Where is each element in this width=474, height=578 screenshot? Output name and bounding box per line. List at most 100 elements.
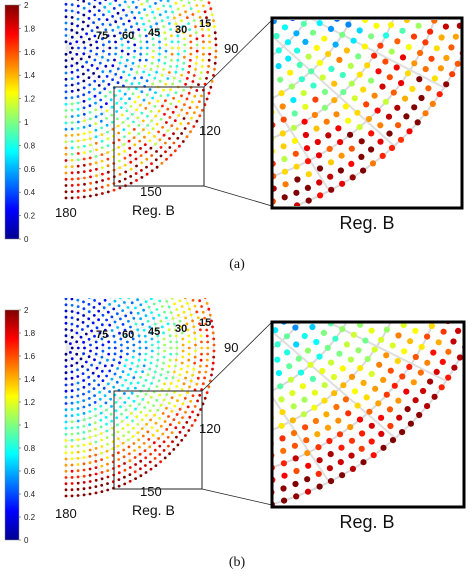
zoom-point xyxy=(293,190,299,196)
scatter-point xyxy=(107,191,110,194)
scatter-point xyxy=(206,71,209,74)
scatter-point xyxy=(206,391,209,394)
zoom-point xyxy=(409,86,415,92)
scatter-point xyxy=(65,165,68,168)
scatter-point xyxy=(128,147,131,150)
scatter-point xyxy=(65,103,68,106)
scatter-point xyxy=(133,442,136,445)
scatter-point xyxy=(65,353,68,356)
scatter-point xyxy=(83,347,86,350)
zoom-point xyxy=(264,349,270,355)
scatter-point xyxy=(105,375,108,378)
zoom-point xyxy=(309,324,315,330)
zoom-point xyxy=(355,347,361,353)
scatter-point xyxy=(150,468,153,471)
scatter-point xyxy=(171,53,174,56)
zoom-point xyxy=(336,351,342,357)
zoom-point xyxy=(371,53,377,59)
scatter-point xyxy=(102,314,105,317)
zoom-point xyxy=(408,421,414,427)
scatter-point xyxy=(167,0,170,2)
colorbar-tick-label: 1.4 xyxy=(24,71,36,80)
scatter-point xyxy=(145,347,148,350)
zoom-point xyxy=(375,108,381,114)
scatter-point xyxy=(160,425,163,428)
zoom-point xyxy=(349,438,355,444)
scatter-point xyxy=(71,476,74,479)
scatter-point xyxy=(82,73,85,76)
scatter-point xyxy=(83,196,86,199)
scatter-point xyxy=(71,304,74,307)
scatter-point xyxy=(106,131,109,134)
scatter-point xyxy=(154,91,157,94)
zoom-point xyxy=(293,151,299,157)
scatter-point xyxy=(137,431,140,434)
zoom-point xyxy=(291,430,297,436)
scatter-point xyxy=(80,36,83,39)
zoom-point xyxy=(403,113,409,119)
zoom-point xyxy=(351,38,357,44)
zoom-point xyxy=(306,198,312,204)
scatter-point xyxy=(157,341,160,344)
zoom-point xyxy=(305,185,311,191)
scatter-point xyxy=(71,36,74,39)
scatter-point xyxy=(117,437,120,440)
scatter-point xyxy=(194,338,197,341)
scatter-point xyxy=(98,18,101,21)
zoom-point xyxy=(400,54,406,60)
scatter-point xyxy=(93,6,96,9)
zoom-point xyxy=(383,352,389,358)
colorbar-tick-label: 0.2 xyxy=(24,212,36,221)
scatter-point xyxy=(193,362,196,365)
scatter-point xyxy=(156,359,159,362)
scatter-point xyxy=(92,372,95,375)
scatter-point xyxy=(206,302,209,305)
scatter-point xyxy=(65,464,68,467)
zoom-point xyxy=(292,110,298,116)
zoom-grid-spoke xyxy=(169,298,474,314)
zoom-point xyxy=(379,84,385,90)
zoom-point xyxy=(292,325,298,331)
scatter-point xyxy=(65,390,68,393)
scatter-point xyxy=(173,303,176,306)
scatter-point xyxy=(187,335,190,338)
zoom-point xyxy=(325,425,331,431)
scatter-point xyxy=(104,65,107,68)
zoom-point xyxy=(430,350,436,356)
scatter-point xyxy=(175,335,178,338)
scatter-point xyxy=(101,471,104,474)
zoom-point xyxy=(308,362,314,368)
zoom-point xyxy=(310,30,316,36)
scatter-point xyxy=(177,114,180,117)
scatter-point xyxy=(134,477,137,480)
zoom-point xyxy=(362,338,368,344)
scatter-point xyxy=(107,353,110,356)
scatter-point xyxy=(152,56,155,59)
zoom-point xyxy=(321,330,327,336)
scatter-point xyxy=(177,53,180,56)
scatter-point xyxy=(93,299,96,302)
scatter-point xyxy=(107,311,110,314)
scatter-point xyxy=(172,97,175,100)
scatter-point xyxy=(107,158,110,161)
scatter-point xyxy=(173,77,176,80)
scatter-point xyxy=(137,423,140,426)
scatter-point xyxy=(149,5,152,8)
scatter-point xyxy=(118,153,121,156)
scatter-point xyxy=(188,308,191,311)
zoom-point xyxy=(382,59,388,65)
zoom-point xyxy=(360,459,366,465)
scatter-point xyxy=(88,2,91,5)
zoom-point xyxy=(425,85,431,91)
scatter-point xyxy=(116,117,119,120)
scatter-point xyxy=(127,431,130,434)
scatter-point xyxy=(211,13,214,16)
scatter-point xyxy=(157,347,160,350)
zoom-point xyxy=(316,315,322,321)
scatter-point xyxy=(132,427,135,430)
zoom-connector-top xyxy=(204,20,272,87)
scatter-point xyxy=(158,453,161,456)
zoom-point xyxy=(312,97,318,103)
scatter-point xyxy=(151,344,154,347)
scatter-point xyxy=(71,445,74,448)
